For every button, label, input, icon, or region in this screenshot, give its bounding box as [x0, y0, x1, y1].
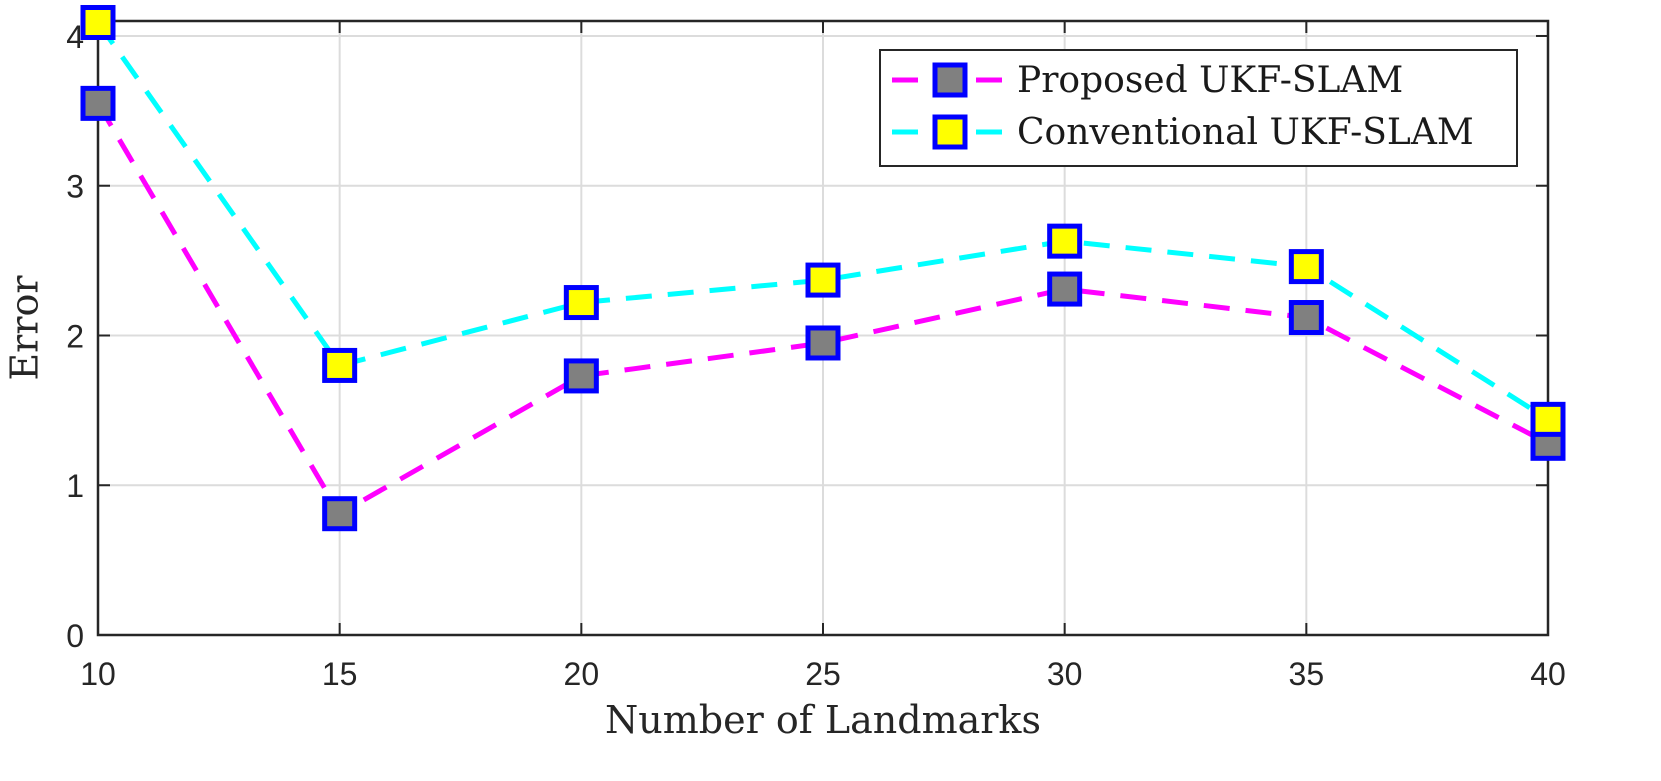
y-tick-label: 3: [66, 169, 84, 205]
data-point-conventional-ukf-slam-35: [1288, 249, 1324, 285]
x-tick-label: 20: [564, 656, 600, 692]
legend: Proposed UKF-SLAM Conventional UKF-SLAM: [879, 49, 1518, 167]
y-tick-labels: 0 1 2 3 4: [66, 19, 84, 654]
data-point-conventional-ukf-slam-30: [1047, 223, 1083, 259]
data-point-proposed-ukf-slam-35: [1288, 300, 1324, 336]
y-tick-label: 0: [66, 618, 84, 654]
x-tick-label: 15: [322, 656, 358, 692]
y-axis-title: Error: [3, 275, 47, 381]
x-tick-label: 30: [1047, 656, 1083, 692]
x-tick-label: 35: [1289, 656, 1325, 692]
data-point-proposed-ukf-slam-25: [805, 325, 841, 361]
data-point-conventional-ukf-slam-40: [1530, 401, 1566, 437]
data-point-proposed-ukf-slam-20: [563, 358, 599, 394]
x-tick-label: 10: [80, 656, 116, 692]
legend-box: [879, 49, 1518, 167]
data-point-conventional-ukf-slam-15: [322, 347, 358, 383]
data-point-conventional-ukf-slam-10: [80, 4, 116, 40]
data-point-proposed-ukf-slam-10: [80, 85, 116, 121]
legend-label-proposed: Proposed UKF-SLAM: [1017, 60, 1403, 101]
x-tick-label: 25: [805, 656, 841, 692]
y-tick-label: 4: [66, 19, 84, 55]
series-markers: [80, 4, 1566, 532]
data-point-conventional-ukf-slam-20: [563, 285, 599, 321]
data-point-proposed-ukf-slam-30: [1047, 271, 1083, 307]
legend-entry-proposed: Proposed UKF-SLAM: [892, 60, 1403, 101]
x-tick-labels: 10 15 20 25 30 35 40: [80, 656, 1566, 692]
data-point-conventional-ukf-slam-25: [805, 262, 841, 298]
y-tick-label: 2: [66, 318, 84, 354]
x-tick-label: 40: [1530, 656, 1566, 692]
tick-marks: [97, 21, 1549, 636]
legend-entry-conventional: Conventional UKF-SLAM: [892, 112, 1474, 153]
legend-marker-conventional: [932, 114, 968, 150]
y-tick-label: 1: [66, 468, 84, 504]
data-point-proposed-ukf-slam-15: [322, 496, 358, 532]
legend-label-conventional: Conventional UKF-SLAM: [1017, 112, 1474, 153]
legend-marker-proposed: [932, 62, 968, 98]
x-axis-title: Number of Landmarks: [605, 698, 1041, 742]
